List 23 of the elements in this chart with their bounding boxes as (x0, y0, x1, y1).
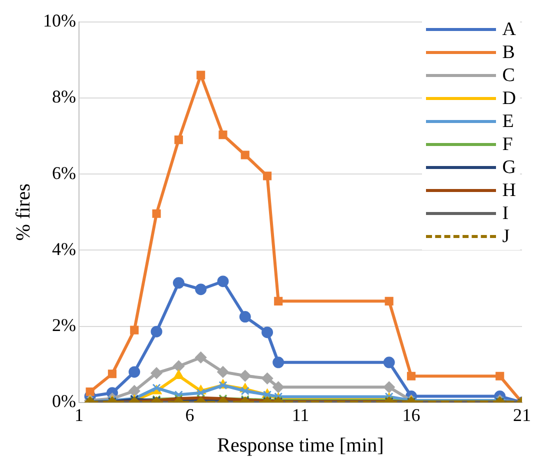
x-tick-label: 16 (402, 404, 420, 425)
x-tick-label: 21 (513, 404, 531, 425)
y-tick-label: 0% (52, 391, 76, 412)
legend-label: H (502, 180, 516, 202)
legend-label: G (502, 156, 516, 178)
legend-label: B (502, 42, 515, 64)
y-tick-label: 8% (52, 86, 76, 107)
legend-label: I (502, 202, 509, 224)
x-tick-label: 11 (292, 404, 310, 425)
legend-label: D (502, 88, 516, 110)
y-axis-title: % fires (12, 183, 34, 241)
x-tick-label: 1 (74, 404, 84, 425)
y-tick-label: 4% (52, 238, 76, 259)
legend-label: E (502, 110, 514, 132)
x-tick-label: 6 (185, 404, 194, 425)
legend-label: A (502, 18, 516, 40)
legend-label: J (502, 226, 510, 248)
y-tick-label: 10% (42, 10, 76, 31)
legend-label: C (502, 64, 515, 86)
y-tick-label: 6% (52, 162, 76, 183)
y-tick-label: 2% (52, 315, 76, 336)
legend-label: F (502, 134, 513, 156)
x-axis-title: Response time [min] (217, 434, 384, 456)
